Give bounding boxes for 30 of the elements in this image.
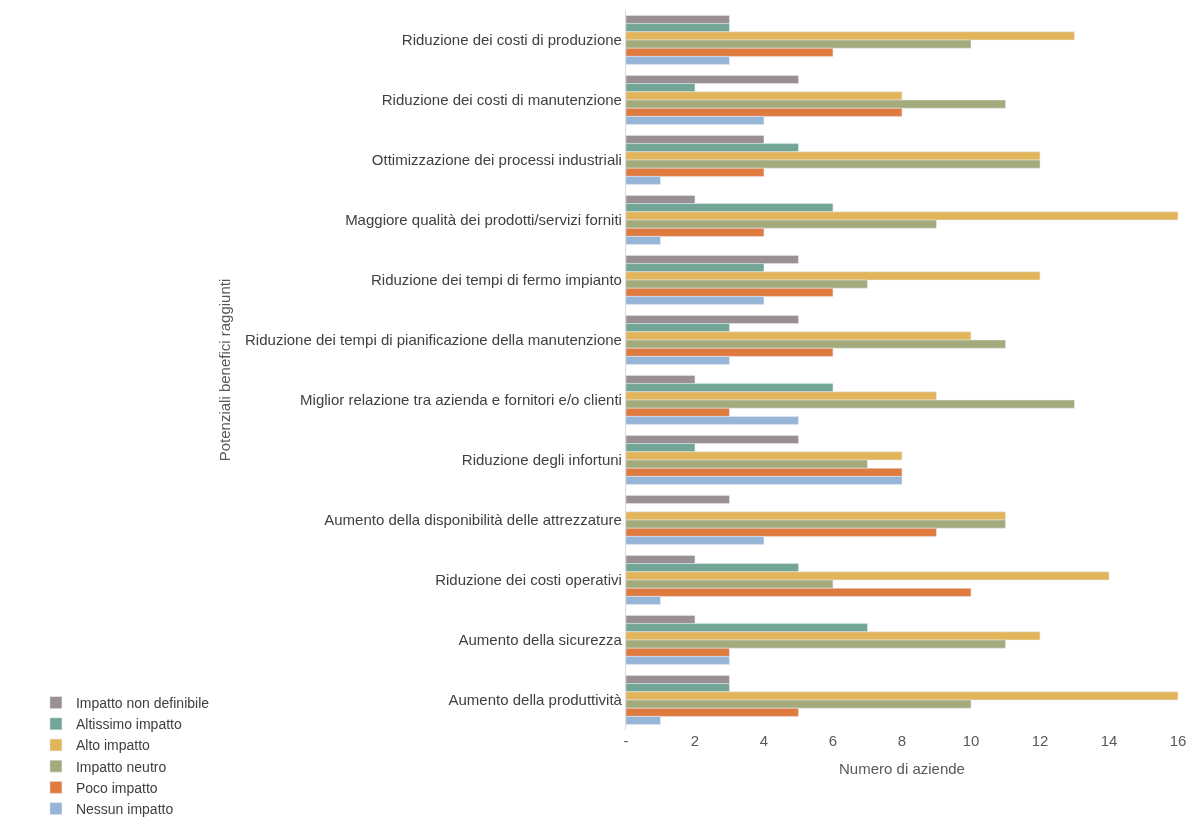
y-tick-label: Ottimizzazione dei processi industriali: [371, 151, 622, 169]
legend-label: Poco impatto: [75, 779, 158, 796]
y-tick-label: Riduzione dei costi operativi: [435, 571, 622, 589]
x-tick-label: 14: [1100, 732, 1118, 749]
x-axis-title: Numero di aziende: [839, 760, 965, 777]
x-tick-label: 8: [897, 732, 907, 749]
bar: [625, 495, 730, 504]
y-tick-label: Maggiore qualità dei prodotti/servizi forniti: [345, 211, 622, 229]
x-tick-label: 6: [828, 732, 838, 749]
legend-label: Nessun impatto: [75, 801, 174, 818]
y-tick-label: Riduzione dei tempi di fermo impianto: [370, 271, 622, 289]
x-tick-label: 16: [1169, 732, 1187, 749]
y-tick-label: Riduzione dei costi di produzione: [401, 31, 622, 49]
y-tick-label: Miglior relazione tra azienda e fornitori e/o clienti: [300, 391, 622, 409]
y-tick-label: Aumento della produttività: [448, 691, 623, 709]
y-tick-label: Riduzione degli infortuni: [461, 451, 622, 469]
y-tick-label: Aumento della disponibilità delle attrezzature: [324, 511, 622, 529]
x-tick-label: 12: [1031, 732, 1049, 749]
x-tick-label: 10: [962, 732, 980, 749]
x-tick-label: 4: [759, 732, 769, 749]
y-tick-label: Riduzione dei costi di manutenzione: [381, 91, 622, 109]
y-tick-label: Riduzione dei tempi di pianificazione della manutenzione: [245, 331, 622, 349]
legend-label: Altissimo impatto: [75, 716, 182, 733]
x-tick-label: -: [623, 732, 629, 749]
x-tick-label: 2: [690, 732, 700, 749]
legend-label: Alto impatto: [75, 737, 151, 754]
y-axis-title: Potenziali benefici raggiunti: [216, 278, 234, 462]
legend-label: Impatto non definibile: [75, 695, 210, 712]
y-tick-label: Aumento della sicurezza: [458, 631, 623, 649]
legend-label: Impatto neutro: [75, 758, 167, 775]
